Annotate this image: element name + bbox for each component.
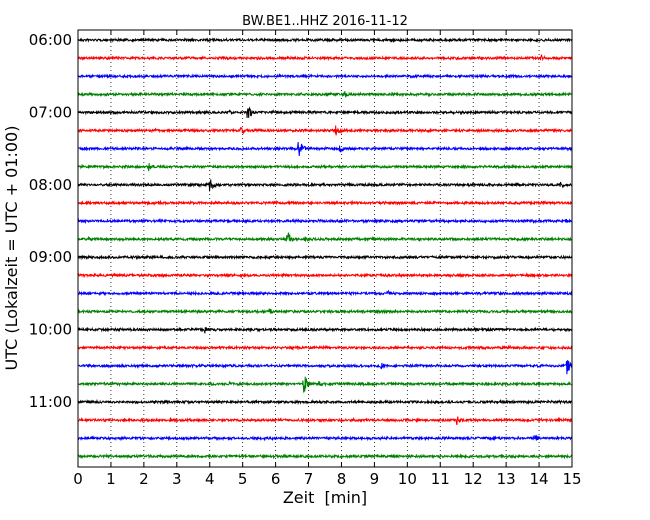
- y-tick-label: 08:00: [29, 176, 72, 194]
- seismic-trace: [77, 106, 573, 119]
- x-tick-label: 9: [370, 470, 380, 488]
- y-tick-label: 09:00: [29, 248, 72, 266]
- seismic-trace: [77, 289, 573, 297]
- chart-title: BW.BE1..HHZ 2016-11-12: [242, 14, 408, 29]
- seismic-trace: [77, 416, 573, 426]
- seismic-trace: [77, 434, 573, 442]
- x-axis-label: Zeit [min]: [283, 488, 367, 507]
- x-tick-label: 1: [106, 470, 116, 488]
- seismic-trace: [77, 398, 573, 406]
- x-tick-label: 15: [562, 470, 581, 488]
- x-tick-label: 2: [139, 470, 149, 488]
- x-tick-label: 12: [464, 470, 483, 488]
- x-tick-label: 0: [73, 470, 83, 488]
- seismic-trace: [77, 344, 573, 351]
- y-tick-label: 10:00: [29, 321, 72, 339]
- seismic-trace: [77, 199, 573, 207]
- x-tick-label: 4: [205, 470, 215, 488]
- seismic-trace: [77, 326, 573, 334]
- plot-frame: [77, 29, 573, 468]
- grid-lines: [110, 30, 540, 467]
- y-axis-label: UTC (Lokalzeit = UTC + 01:00): [2, 126, 21, 371]
- seismic-trace: [77, 232, 573, 243]
- x-tick-label: 6: [271, 470, 281, 488]
- seismic-trace: [77, 73, 573, 80]
- seismic-trace: [77, 254, 573, 261]
- y-tick-label: 11:00: [29, 393, 72, 411]
- x-tick-label: 5: [238, 470, 248, 488]
- seismic-trace: [77, 359, 573, 375]
- seismic-trace: [77, 376, 573, 393]
- y-axis: 06:00 07:00 08:00 09:00 10:00 11:00: [29, 31, 83, 411]
- traces: [77, 36, 573, 460]
- seismic-trace: [77, 53, 573, 62]
- y-tick-label: 06:00: [29, 31, 72, 49]
- seismic-trace: [77, 91, 573, 98]
- seismic-trace: [77, 308, 573, 315]
- seismic-trace: [77, 125, 573, 136]
- seismic-trace: [77, 36, 573, 44]
- seismic-trace: [77, 218, 573, 225]
- x-tick-label: 14: [530, 470, 549, 488]
- x-tick-label: 3: [172, 470, 182, 488]
- x-tick-label: 10: [398, 470, 417, 488]
- x-tick-label: 8: [337, 470, 347, 488]
- seismic-trace: [77, 272, 573, 279]
- x-tick-label: 13: [497, 470, 516, 488]
- x-tick-label: 11: [431, 470, 450, 488]
- seismic-trace: [77, 453, 573, 460]
- y-tick-label: 07:00: [29, 103, 72, 121]
- seismic-trace: [77, 179, 573, 192]
- seismic-trace: [77, 163, 573, 172]
- x-axis: 0 1 2 3 4 5 6 7 8 9 10 11 12 13 14 15: [73, 30, 582, 488]
- seismic-trace: [77, 141, 573, 157]
- x-tick-label: 7: [304, 470, 314, 488]
